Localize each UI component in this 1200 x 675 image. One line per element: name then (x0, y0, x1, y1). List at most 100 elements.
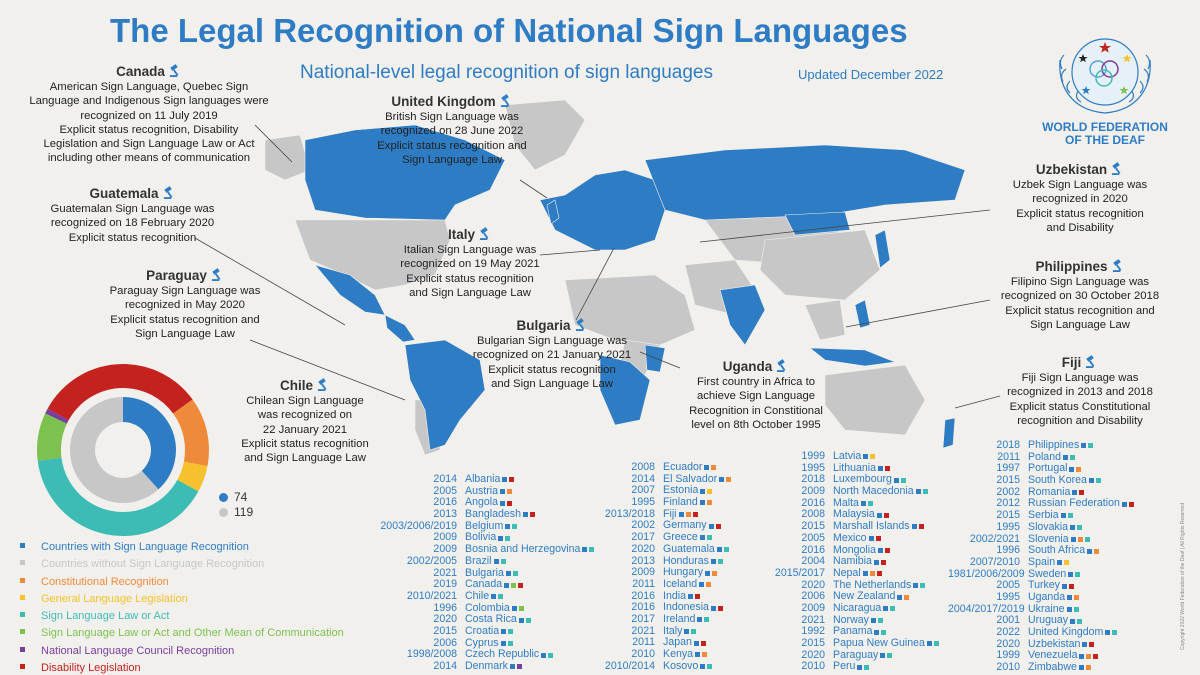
category-marker-blue (504, 582, 510, 588)
legend-swatch (20, 577, 25, 583)
country-column-2: 2008 Ecuador 2014 El Salvador 2007 Estonia 199… (603, 461, 732, 672)
donut-segment-blue (123, 397, 176, 490)
category-marker-blue (716, 547, 722, 553)
callout-paraguay: Paraguay Paraguay Sign Language was reco… (80, 268, 290, 341)
callout-line: Uzbek Sign Language was (1012, 179, 1148, 192)
legend-label: Sign Language Law or Act (41, 610, 170, 623)
category-marker-teal (512, 524, 518, 530)
new-zealand-shape (942, 417, 956, 449)
country-name: Ireland (663, 612, 696, 625)
category-marker-blue (582, 547, 588, 553)
canada-shape (304, 124, 506, 221)
country-row: 2010/2021 Chile (370, 590, 594, 603)
callout-line: Guatemalan Sign Language was (50, 203, 215, 216)
country-row: 2014 Albania (370, 473, 594, 486)
recognition-year: 2008 (801, 508, 825, 521)
category-marker-blue (1081, 443, 1087, 449)
central-america-shape (384, 314, 416, 343)
country-name: Bulgaria (465, 566, 504, 579)
category-marker-teal (512, 570, 518, 576)
southern-africa-shape (599, 354, 651, 426)
category-marker-teal (900, 477, 906, 483)
legend-label: Sign Language Law or Act and Other Mean … (41, 627, 344, 640)
gavel-icon (317, 378, 330, 391)
category-marker-teal (1073, 606, 1079, 612)
category-marker-blue (1057, 560, 1063, 566)
category-marker-orange (685, 512, 691, 518)
category-marker-orange (706, 500, 712, 506)
category-marker-green (518, 605, 524, 611)
country-row: 2010 Peru (768, 661, 939, 673)
country-name: Namibia (833, 555, 872, 568)
country-name: Nepal (833, 566, 861, 579)
country-row: 2009 North Macedonia (768, 485, 939, 498)
country-column-3: 1999 Latvia 1995 Lithuania 2018 Luxembourg 200… (768, 450, 939, 673)
country-column-1: 2014 Albania 2005 Austria 2016 Angola 2013 Bang… (370, 473, 595, 673)
legend-label: General Language Legislation (41, 592, 188, 605)
legend-swatch (20, 646, 25, 652)
recognition-year: 2020 (801, 578, 825, 591)
category-marker-blue (876, 512, 882, 518)
country-row: 2005 Turkey (948, 580, 1134, 592)
recognition-year: 1996 (433, 601, 457, 614)
category-marker-blue (1060, 513, 1066, 519)
callout-title: Fiji (1061, 355, 1082, 370)
callout-line: Explicit status recognition (241, 437, 369, 450)
country-row: 2022 United Kingdom (948, 626, 1134, 639)
country-name: Costa Rica (465, 613, 517, 626)
country-row: 2020 Paraguay (768, 648, 939, 662)
callout-line: Recognition in Constitional (689, 404, 823, 417)
country-row: 2002 Germany (603, 520, 731, 532)
callout-title: Chile (279, 378, 313, 393)
callout-uganda: Uganda First country in Africa to achiev… (676, 359, 836, 432)
country-row: 1995 Uganda (948, 590, 1134, 604)
category-marker-blue (1072, 490, 1078, 496)
category-marker-blue (708, 523, 714, 529)
country-row: 2014 Denmark (370, 660, 594, 673)
country-row: 1995 Lithuania (768, 462, 939, 475)
country-name: Croatia (465, 624, 500, 637)
category-marker-blue (511, 605, 517, 611)
recognition-year: 2001 (996, 614, 1020, 627)
category-marker-red (518, 582, 524, 588)
category-marker-blue (878, 466, 884, 472)
category-marker-blue (498, 535, 504, 541)
category-marker-blue (863, 454, 869, 460)
page-subtitle: National-level legal recognition of sign… (300, 62, 713, 83)
callout-title: Uzbekistan (1035, 162, 1108, 177)
category-marker-teal (1077, 618, 1083, 624)
callout-line: and Sign Language Law (409, 286, 531, 299)
category-marker-blue (684, 628, 690, 634)
category-marker-teal (1084, 536, 1090, 542)
country-name: Peru (833, 660, 856, 673)
category-marker-blue (699, 582, 705, 588)
recognition-year: 2015/2017 (774, 566, 825, 579)
recognition-year: 2014 (433, 473, 457, 485)
recognition-year: 2010 (996, 661, 1020, 674)
country-name: Guatemala (663, 542, 715, 555)
recognition-year: 2007 (631, 484, 655, 497)
recognition-year: 2015 (801, 520, 825, 533)
southeast-asia-shape (804, 299, 846, 341)
category-marker-orange (711, 465, 717, 471)
country-name: Kosovo (663, 659, 699, 672)
recognition-year: 1995 (996, 590, 1020, 603)
recognition-year: 2011 (632, 636, 655, 649)
category-marker-blue (522, 512, 528, 518)
category-marker-teal (691, 628, 697, 634)
recognition-year: 1998/2008 (406, 648, 457, 661)
gavel-icon (575, 318, 588, 331)
recognition-year: 2009 (801, 485, 825, 498)
donut-inner-ring (70, 397, 176, 503)
country-row: 2014 El Salvador (603, 473, 732, 486)
country-name: Estonia (663, 484, 699, 497)
category-marker-blue (704, 465, 710, 471)
callout-line: recognized in May 2020 (125, 299, 245, 312)
country-name: Serbia (1028, 509, 1059, 522)
country-name: Finland (663, 496, 698, 509)
category-marker-blue (1070, 525, 1076, 531)
country-name: Paraguay (833, 648, 879, 661)
recognition-year: 2009 (433, 531, 457, 544)
category-marker-blue (699, 500, 705, 506)
recognition-year: 1999 (996, 649, 1020, 662)
